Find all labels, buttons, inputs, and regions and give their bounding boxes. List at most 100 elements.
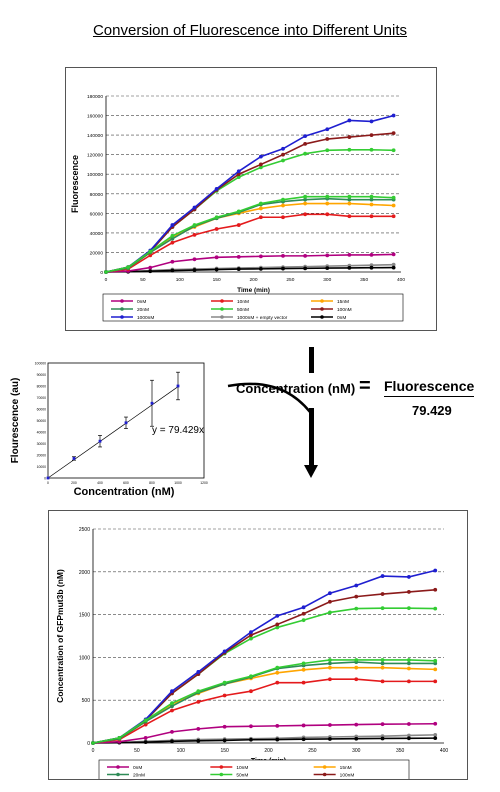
data-point — [301, 680, 306, 685]
data-point — [433, 667, 438, 672]
data-point — [258, 215, 263, 220]
series-line — [92, 659, 436, 744]
data-point — [407, 661, 411, 666]
y-tick-label: 2500 — [79, 527, 90, 533]
data-point — [143, 735, 148, 740]
x-tick-label: 150 — [220, 748, 229, 754]
data-point — [275, 680, 280, 685]
data-point — [249, 689, 253, 694]
data-point — [369, 194, 374, 199]
series-line — [105, 195, 394, 273]
y-tick-label: 30000 — [37, 442, 47, 446]
data-point — [433, 587, 438, 592]
x-tick-label: 0 — [92, 748, 95, 754]
data-point — [303, 212, 308, 217]
y-tick-label: 2000 — [79, 570, 90, 576]
data-point — [301, 737, 306, 742]
data-point — [301, 667, 306, 672]
data-point — [214, 255, 219, 260]
legend-label: 10nM — [236, 765, 248, 771]
data-point — [325, 253, 330, 258]
data-point — [281, 203, 285, 208]
data-point — [303, 194, 308, 199]
data-point — [236, 175, 241, 180]
legend-label: 0nM — [337, 315, 346, 321]
series-line — [105, 266, 394, 273]
data-point — [303, 253, 308, 258]
data-point — [328, 658, 332, 662]
data-point — [258, 206, 263, 211]
data-point — [433, 679, 438, 684]
legend-label: 0nM — [137, 299, 146, 305]
data-point — [98, 439, 102, 443]
data-point — [380, 722, 385, 727]
legend-label: 20nM — [137, 307, 149, 313]
data-point — [354, 736, 359, 741]
data-point — [325, 137, 330, 141]
x-tick-label: 50 — [140, 277, 146, 283]
data-point — [281, 158, 285, 163]
data-point — [347, 197, 352, 202]
data-point — [170, 704, 174, 709]
series-line — [92, 734, 436, 744]
data-point — [301, 618, 306, 623]
y-tick-label: 80000 — [37, 385, 47, 389]
x-tick-label: 350 — [396, 748, 405, 754]
data-point — [124, 421, 128, 425]
y-tick-label: 10000 — [37, 465, 47, 469]
series-line — [92, 666, 436, 744]
data-point — [380, 592, 385, 596]
data-point — [196, 726, 201, 731]
data-point — [222, 738, 227, 743]
data-point — [214, 267, 219, 272]
data-point — [354, 594, 359, 599]
y-tick-label: 40000 — [90, 231, 104, 237]
data-point — [407, 666, 411, 671]
data-point — [258, 254, 263, 259]
data-point — [196, 689, 201, 694]
data-point — [407, 590, 411, 594]
concentration-chart: 0 500 1000 1500 2000 2500 0 50 100 150 200 250 300 35… — [55, 527, 448, 786]
data-point — [303, 142, 308, 146]
data-point — [407, 658, 411, 662]
data-point — [236, 267, 241, 271]
data-point — [407, 575, 411, 579]
data-point — [196, 670, 201, 674]
y-tick-label: 120000 — [87, 153, 103, 159]
data-point — [236, 209, 241, 214]
data-point — [347, 135, 352, 139]
x-tick-label: 1000 — [174, 481, 182, 485]
data-point — [328, 737, 332, 741]
data-point — [380, 665, 385, 670]
x-tick-label: 100 — [177, 748, 186, 754]
data-point — [303, 151, 308, 156]
x-axis-label: Concentration (nM) — [74, 486, 175, 498]
data-point — [407, 679, 411, 684]
data-point — [433, 606, 438, 611]
data-point — [407, 733, 411, 738]
data-point — [170, 268, 175, 273]
legend-box — [102, 293, 404, 322]
data-point — [303, 197, 308, 202]
legend-marker — [120, 307, 124, 311]
arrow-line-top — [309, 347, 314, 373]
data-point — [391, 195, 396, 200]
data-point — [275, 622, 280, 627]
y-tick-label: 100000 — [35, 362, 46, 366]
x-tick-label: 150 — [213, 277, 221, 283]
y-tick-label: 70000 — [37, 396, 47, 400]
data-point — [347, 147, 352, 152]
series-line — [105, 197, 394, 273]
series-line — [92, 737, 436, 744]
legend-marker — [219, 772, 224, 777]
data-point — [354, 658, 359, 662]
data-point — [236, 223, 241, 227]
data-point — [281, 253, 285, 258]
y-tick-label: 0 — [87, 741, 90, 747]
legend-marker — [220, 299, 224, 303]
data-point — [249, 636, 253, 641]
data-point — [325, 194, 330, 199]
data-point — [301, 605, 306, 610]
x-tick-label: 200 — [249, 277, 257, 283]
formula-equals: = — [359, 375, 371, 397]
